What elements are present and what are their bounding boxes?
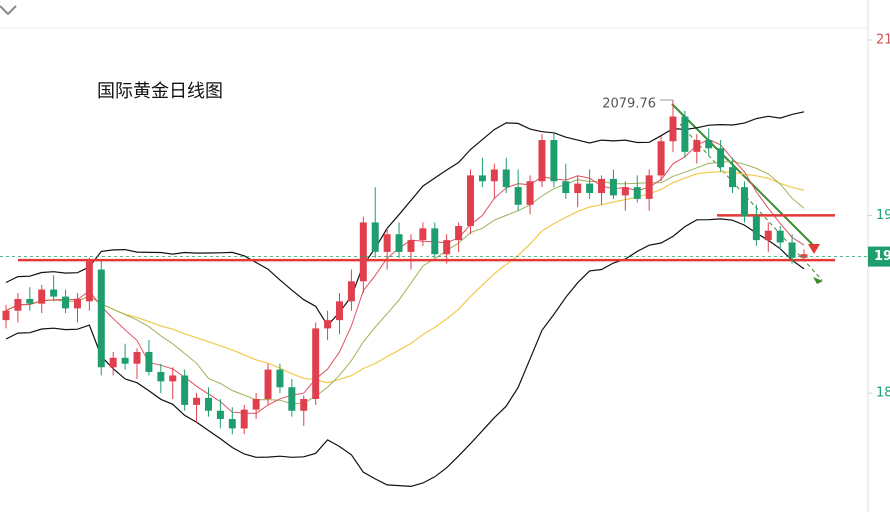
candle-body <box>490 169 498 182</box>
candle-body <box>240 409 248 429</box>
candle-body <box>276 369 284 388</box>
candle-body <box>26 298 34 304</box>
candle-body <box>681 116 689 152</box>
candle-body <box>633 187 641 199</box>
candle-body <box>383 234 391 252</box>
candle-body <box>204 397 212 411</box>
candle-body <box>73 298 81 309</box>
candle-body <box>443 240 451 255</box>
candle-body <box>216 410 224 420</box>
candle-body <box>776 230 784 243</box>
candle-body <box>97 269 105 368</box>
candle-body <box>538 140 546 182</box>
last-price-box <box>868 246 890 267</box>
candle-body <box>764 230 772 241</box>
candle-body <box>324 320 332 329</box>
candle-body <box>502 169 510 188</box>
chart-title: 国际黄金日线图 <box>97 81 223 102</box>
candle-body <box>300 399 308 411</box>
arrow-red <box>808 244 820 254</box>
candle-body <box>145 351 153 372</box>
candle-body <box>705 140 713 149</box>
candle-body <box>467 175 475 226</box>
candle-body <box>252 399 260 410</box>
candle-body <box>38 289 46 304</box>
candle-body <box>181 375 189 405</box>
candle-body <box>371 222 379 252</box>
candle-body <box>455 225 463 241</box>
candle-body <box>562 181 570 194</box>
candle-body <box>133 351 141 364</box>
candle-body <box>431 228 439 255</box>
candle-body <box>514 187 522 205</box>
candle-body <box>395 234 403 252</box>
candle-body <box>109 357 117 368</box>
y-tick-label: 18 <box>876 386 890 401</box>
candle-body <box>717 148 725 168</box>
ma-line <box>5 171 805 384</box>
last-price-label: 19 <box>874 249 890 264</box>
candle-body <box>288 387 296 411</box>
ma-line <box>5 139 805 414</box>
annotation: 2079.76 <box>602 97 656 112</box>
candle-body <box>729 167 737 188</box>
ma-line <box>5 160 805 405</box>
candle-body <box>609 178 617 196</box>
candle-body <box>752 216 760 241</box>
candle-body <box>169 375 177 382</box>
candle-body <box>693 140 701 152</box>
candle-body <box>62 296 70 309</box>
candle-body <box>335 301 343 321</box>
candle-body <box>193 397 201 405</box>
candle-body <box>478 175 486 182</box>
candle-body <box>526 181 534 205</box>
candle-body <box>228 419 236 429</box>
candle-body <box>598 178 606 194</box>
y-tick-label: 19 <box>876 208 890 223</box>
candle-body <box>788 242 796 258</box>
candle-body <box>669 116 677 142</box>
candle-body <box>407 240 415 252</box>
candle-body <box>800 254 808 258</box>
candle-body <box>312 328 320 400</box>
corner-icon <box>0 5 17 16</box>
candle-body <box>264 369 272 400</box>
candle-body <box>347 281 355 302</box>
candle-body <box>50 289 58 297</box>
bollinger-lower <box>5 218 805 488</box>
arrow-green <box>813 277 823 284</box>
candle-body <box>157 371 165 382</box>
candle-body <box>740 187 748 217</box>
candle-body <box>121 357 129 364</box>
candle-body <box>2 310 10 321</box>
candle-body <box>550 140 558 182</box>
candle-body <box>359 222 367 282</box>
candle-body <box>586 183 594 194</box>
candle-body <box>574 183 582 194</box>
candle-body <box>14 298 22 311</box>
candle-body <box>85 261 93 302</box>
candle-body <box>645 175 653 199</box>
y-tick-label: 21 <box>876 33 890 48</box>
candle-body <box>419 228 427 241</box>
candle-body <box>657 141 665 176</box>
trend-line-dashed <box>679 123 823 281</box>
candle-body <box>621 187 629 196</box>
